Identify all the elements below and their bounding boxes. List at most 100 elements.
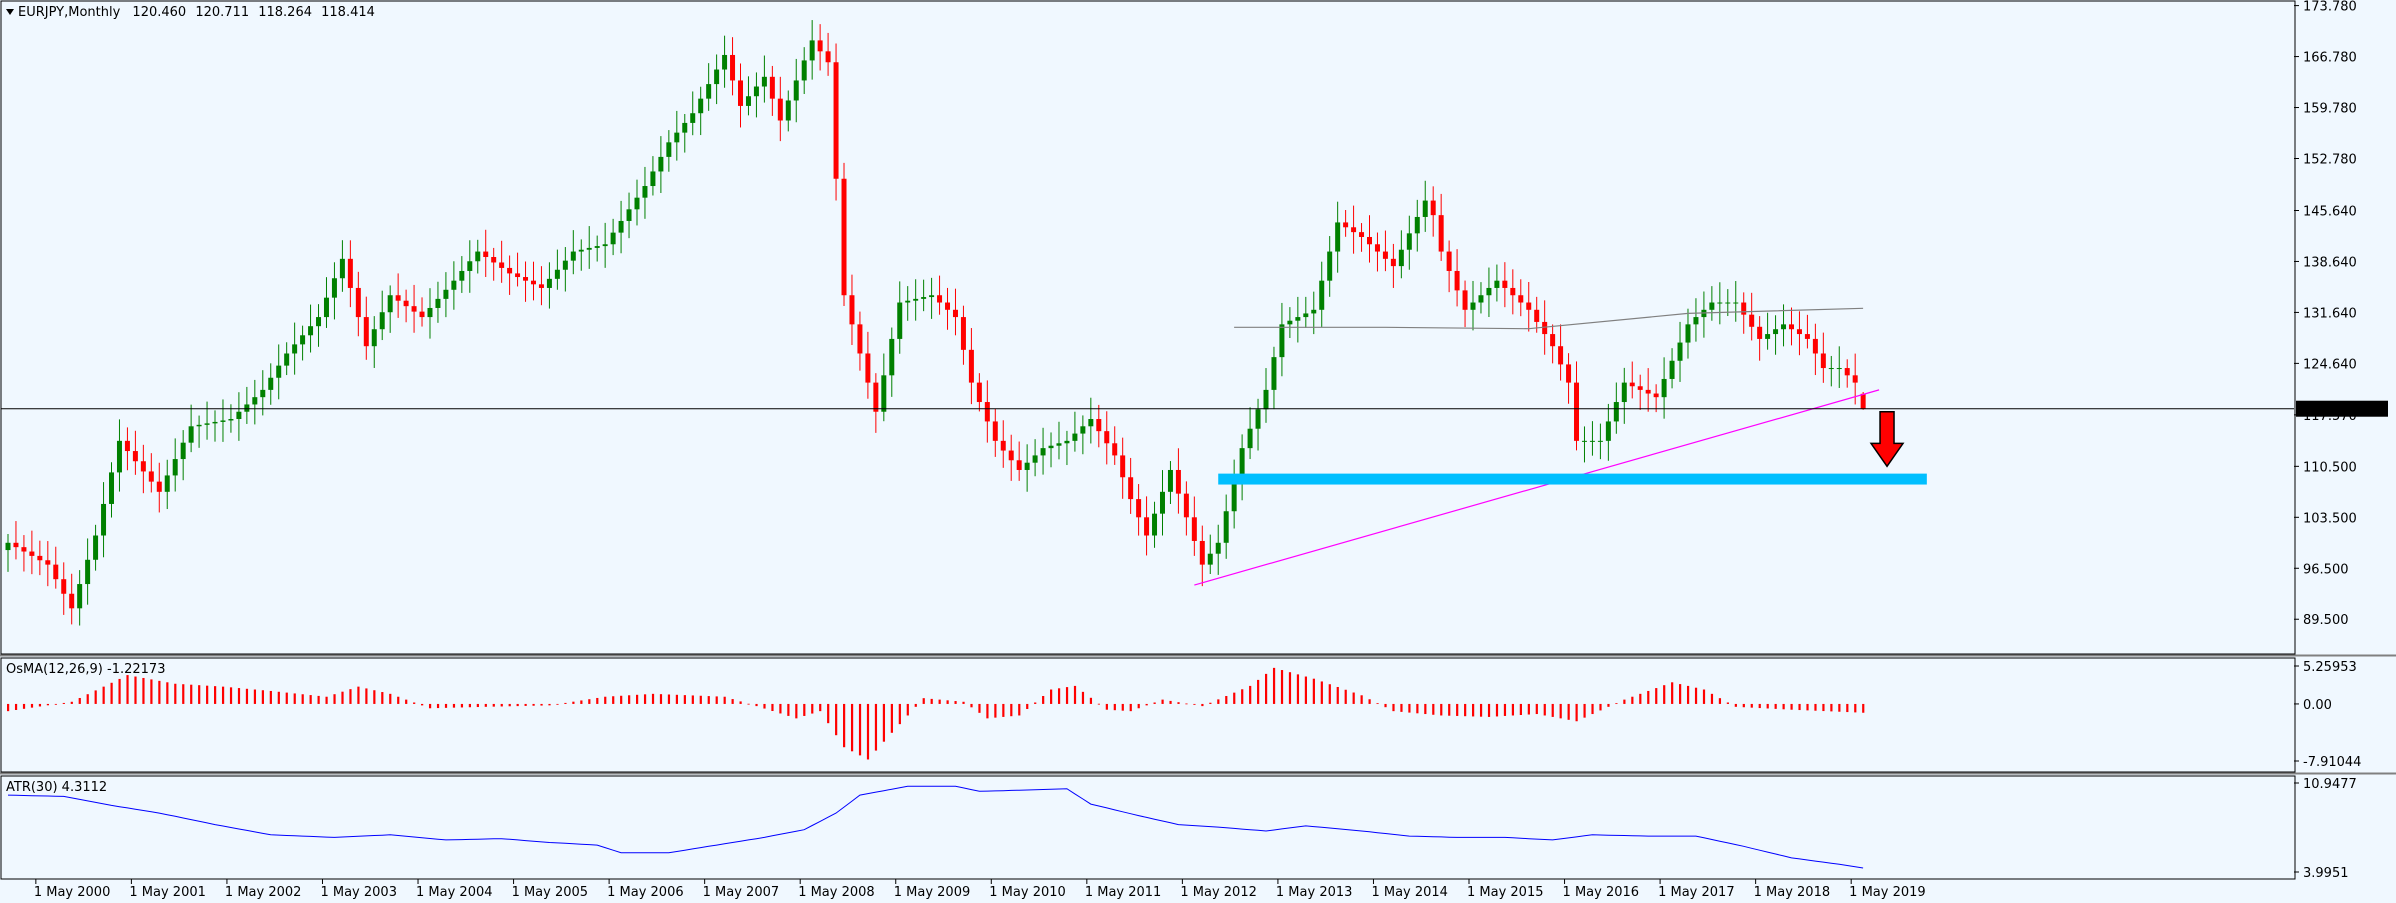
osma-bar [1472, 703, 1475, 717]
candle-body [339, 258, 345, 279]
candle-body [777, 98, 783, 121]
candle-body [626, 209, 632, 221]
candle-body [1080, 426, 1086, 434]
candle-body [841, 178, 847, 296]
candle-body [1287, 320, 1293, 325]
candle-body [1072, 433, 1078, 441]
osma-bar [683, 695, 686, 704]
osma-bar [1081, 691, 1085, 704]
osma-bar [811, 703, 814, 714]
osma-bar [30, 703, 34, 708]
osma-bar [1575, 703, 1578, 722]
candle-body [236, 411, 242, 420]
candle-body [1215, 542, 1221, 554]
candle-body [101, 503, 107, 536]
candle-body [1717, 302, 1723, 304]
candle-body [1207, 553, 1213, 565]
candle-body [1096, 419, 1102, 432]
y-tick-label: 138.640 [2303, 255, 2357, 270]
osma-bar [739, 701, 742, 704]
candle-body [419, 311, 425, 318]
candle-body [1271, 357, 1277, 390]
candle-body [1741, 302, 1747, 315]
osma-bar [397, 696, 400, 704]
candle-body [1414, 216, 1420, 234]
candle-body [642, 186, 648, 198]
osma-bar [198, 685, 201, 704]
candle-body [1343, 222, 1349, 228]
candle-body [164, 475, 170, 492]
last-price-label: 118.414 [2300, 403, 2354, 418]
osma-bar [62, 702, 65, 704]
candle-body [1550, 334, 1556, 347]
candle-body [1574, 382, 1580, 441]
candle-body [1812, 338, 1818, 354]
candle-body [690, 113, 696, 123]
candle-body [674, 132, 680, 143]
candle-body [1359, 232, 1365, 237]
osma-bar [1535, 703, 1538, 715]
osma-bar [333, 694, 336, 704]
candle-body [5, 542, 11, 551]
x-tick-label: 1 May 2015 [1467, 885, 1544, 900]
candle-body [300, 335, 306, 345]
candle-body [1709, 302, 1715, 310]
candle-body [93, 535, 99, 560]
candle-body [1128, 477, 1134, 500]
menu-triangle-icon[interactable] [6, 9, 14, 15]
candle-body [889, 338, 895, 376]
candle-body [1438, 215, 1444, 252]
osma-bar [1854, 703, 1857, 713]
osma-bar [349, 689, 352, 704]
candle-body [1120, 455, 1126, 478]
osma-bar [1249, 685, 1252, 704]
osma-bar [1296, 674, 1300, 704]
osma-bar [94, 690, 97, 704]
osma-bar [659, 694, 663, 704]
osma-bar [1360, 695, 1363, 704]
candle-body [992, 421, 998, 441]
osma-bar [245, 688, 249, 704]
candle-body [1104, 431, 1110, 444]
osma-bar [1264, 673, 1268, 704]
osma-bar [158, 680, 161, 704]
osma-bar [389, 693, 392, 704]
candle-body [594, 246, 600, 248]
candle-body [148, 471, 154, 482]
x-tick-label: 1 May 2003 [320, 885, 397, 900]
osma-bar [1758, 703, 1761, 709]
candle-body [1064, 440, 1070, 444]
x-axis: 1 May 2000 1 May 2001 1 May 2002 1 May 2003… [34, 879, 1926, 900]
osma-bar [253, 689, 257, 704]
candle-body [212, 421, 218, 424]
osma-bar [261, 690, 264, 704]
osma-bar [763, 703, 766, 709]
candle-body [929, 295, 935, 298]
osma-bar [667, 694, 671, 704]
candle-body [308, 326, 314, 336]
candle-body [1566, 364, 1572, 383]
osma-bar [843, 703, 846, 748]
candle-body [1613, 402, 1619, 422]
candle-body [172, 459, 178, 476]
y-tick-label: 89.500 [2303, 613, 2349, 628]
candle-body [1319, 280, 1325, 310]
osma-bar [508, 703, 511, 707]
osma-bar [787, 703, 790, 716]
osma-bar [381, 692, 384, 704]
y-tick-label: 5.25953 [2303, 660, 2357, 675]
price-panel-title: EURJPY,Monthly 120.460 120.711 118.264 1… [18, 5, 375, 20]
osma-bar [1209, 702, 1212, 704]
osma-bar [1026, 703, 1029, 709]
osma-bar [699, 695, 702, 704]
osma-bar [755, 703, 758, 707]
candle-body [379, 312, 385, 330]
osma-bar [1065, 687, 1069, 704]
candle-body [1804, 334, 1810, 339]
x-tick-label: 1 May 2013 [1276, 885, 1353, 900]
candle-body [793, 80, 799, 101]
osma-bar [580, 700, 583, 704]
candle-body [578, 249, 584, 252]
osma-bar [1679, 684, 1682, 704]
